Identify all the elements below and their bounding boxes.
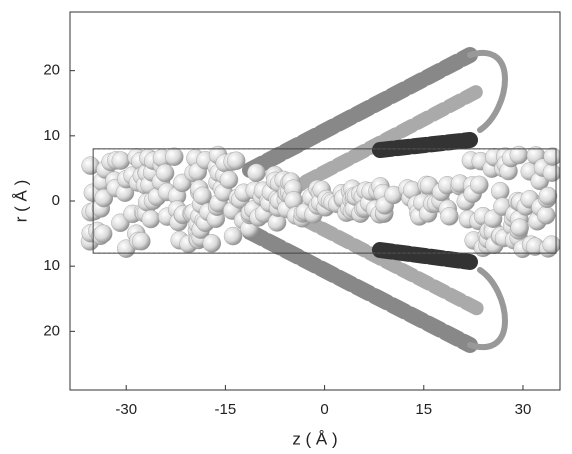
sphere bbox=[247, 163, 266, 182]
helix bbox=[283, 83, 487, 197]
x-tick-label: 15 bbox=[415, 401, 432, 418]
x-tick-label: 0 bbox=[320, 401, 328, 418]
y-tick-label: 10 bbox=[43, 257, 60, 274]
sphere bbox=[470, 175, 489, 195]
sphere bbox=[165, 147, 184, 166]
sphere bbox=[536, 206, 556, 225]
loop bbox=[467, 49, 508, 351]
helix bbox=[372, 132, 478, 158]
sphere bbox=[141, 209, 161, 229]
sphere bbox=[93, 224, 113, 243]
sphere bbox=[542, 163, 560, 182]
helix bbox=[372, 242, 478, 270]
y-axis-title: r ( Å ) bbox=[11, 180, 30, 223]
x-tick-label: 30 bbox=[515, 401, 532, 418]
sphere bbox=[440, 207, 459, 226]
y-tick-label: 0 bbox=[52, 192, 60, 209]
molecule-rendering bbox=[80, 47, 560, 353]
x-tick-label: -30 bbox=[115, 401, 137, 418]
helices bbox=[242, 47, 508, 353]
sphere bbox=[193, 186, 212, 206]
sphere bbox=[542, 235, 560, 254]
helix bbox=[242, 224, 478, 353]
sphere bbox=[510, 218, 529, 237]
y-tick-label: 10 bbox=[43, 127, 60, 144]
sphere bbox=[155, 163, 175, 183]
sphere bbox=[227, 151, 246, 170]
x-tick-label: -15 bbox=[215, 401, 237, 418]
sphere bbox=[543, 147, 560, 166]
y-tick-label: 20 bbox=[43, 322, 60, 339]
y-tick-label: 20 bbox=[43, 62, 60, 79]
helix bbox=[283, 205, 487, 317]
x-axis-title: z ( Å ) bbox=[292, 429, 337, 448]
sphere bbox=[132, 232, 151, 251]
sphere bbox=[202, 234, 222, 253]
sphere bbox=[219, 170, 239, 189]
sphere bbox=[111, 151, 131, 170]
helix bbox=[242, 47, 478, 178]
sphere bbox=[538, 186, 558, 206]
sphere bbox=[223, 226, 243, 246]
sphere bbox=[491, 182, 510, 201]
